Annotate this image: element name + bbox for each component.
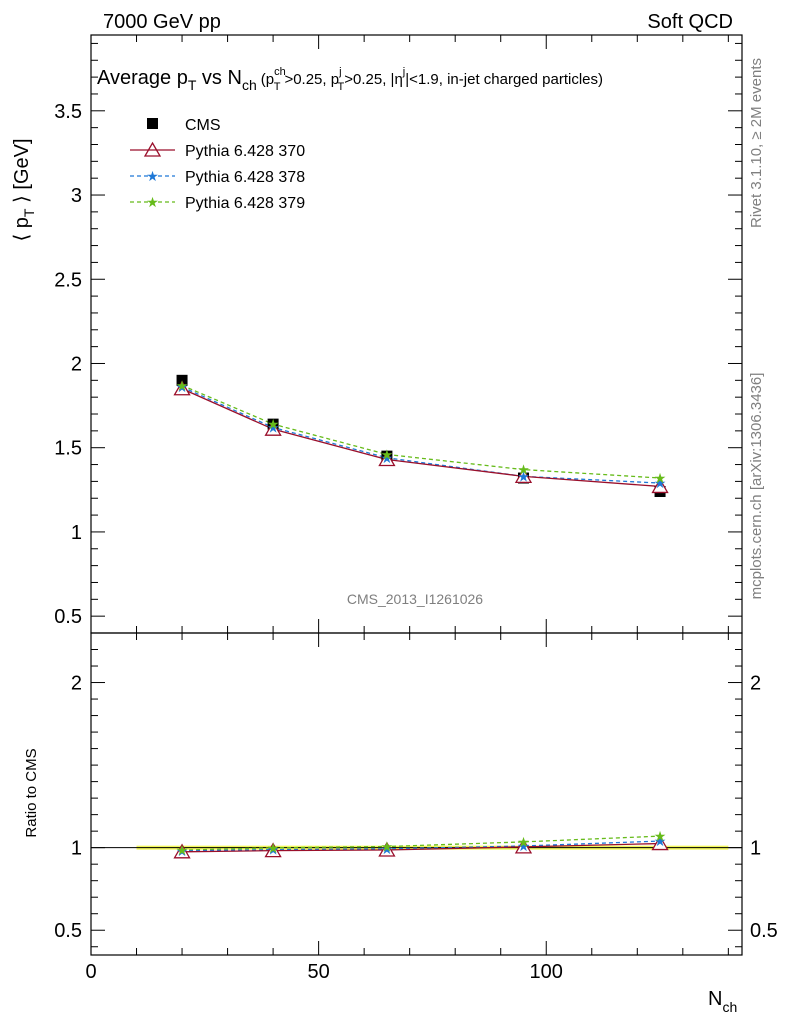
p370-point [651,478,669,494]
legend: CMS Pythia 6.428 370 ★ Pythia 6.428 378 … [130,117,305,212]
x-axis-label: Nch [708,988,737,1015]
header-left: 7000 GeV pp [103,11,221,33]
p379-point: ★ [176,377,189,393]
ratio-p379-point: ★ [176,842,189,858]
ratio-p378-point: ★ [654,833,667,849]
p379-point: ★ [654,470,667,486]
p378-point: ★ [176,379,189,395]
y-tick-label: 3.5 [54,101,82,123]
legend-marker-cms [147,118,158,129]
ratio-p378-point: ★ [176,843,189,859]
p370-point [514,468,533,483]
main-line-series-3 [181,384,661,479]
p379-point: ★ [267,416,280,432]
axis-ticks: 0 50 100 0.5 1 1.5 2 2.5 3 3.5 0.5 0.5 1 1 2 2 [54,35,778,983]
legend-marker-p378: ★ [146,168,159,184]
series-lines [181,384,661,853]
ratio-p378-point: ★ [517,838,530,854]
cms-data-point [176,374,188,386]
ratio-p379-point: ★ [654,828,667,844]
ratio-y-tick-label-right: 2 [750,673,761,695]
p378-point: ★ [381,450,394,466]
ratio-y-tick-label: 0.5 [54,920,82,942]
p379-point: ★ [381,446,394,462]
legend-label-cms: CMS [185,117,221,134]
p379-point: ★ [517,462,530,478]
ratio-y-tick-label: 1 [71,838,82,860]
p378-point: ★ [654,475,667,491]
y-tick-label: 2 [71,353,82,375]
ratio-p370-point [173,843,191,859]
legend-label-p379: Pythia 6.428 379 [185,195,305,212]
ratio-p378-point: ★ [267,842,280,858]
y-axis-label: ⟨ pT ⟩ [GeV] [11,138,37,241]
p370-point [264,420,282,436]
x-tick-label: 50 [307,961,329,983]
main-line-series-2 [181,386,661,484]
ratio-y-axis-label: Ratio to CMS [23,748,40,837]
ratio-p378-point: ★ [381,841,394,857]
analysis-watermark: CMS_2013_I1261026 [347,591,483,607]
x-tick-label: 0 [85,961,96,983]
legend-marker-p370 [143,141,162,157]
ratio-p370-point [651,835,669,851]
ratio-p379-point: ★ [517,834,530,850]
p370-point [378,451,396,467]
y-tick-label: 1 [71,522,82,544]
ratio-p379-point: ★ [381,839,394,855]
legend-label-p378: Pythia 6.428 378 [185,169,305,186]
p378-point: ★ [267,419,280,435]
legend-marker-p379: ★ [146,194,159,210]
plot-title: Average pT vs Nch (pch T >0.25, pj T>0.25, |… [97,66,603,93]
ratio-p370-point [378,841,396,857]
header-right: Soft QCD [647,11,733,33]
ratio-y-tick-label: 2 [71,673,82,695]
y-tick-label: 0.5 [54,606,82,628]
main-line-series-1 [181,388,661,488]
y-tick-label: 1.5 [54,438,82,460]
mcplots-label: mcplots.cern.ch [arXiv:1306.3436] [748,373,765,600]
p378-point: ★ [517,468,530,484]
ratio-panel-frame [90,632,743,956]
series-markers: ★★★★★★★★★★★★ ★★ ★★ ★★ ★★ [173,374,669,859]
rivet-label: Rivet 3.1.10, ≥ 2M events [748,58,765,228]
ratio-p370-point [514,838,533,854]
p370-point [173,380,191,396]
y-tick-label: 2.5 [54,269,82,291]
x-tick-label: 100 [530,961,563,983]
ratio-p379-point: ★ [267,840,280,856]
y-tick-label: 3 [71,185,82,207]
ratio-y-tick-label-right: 1 [750,838,761,860]
ratio-y-tick-label-right: 0.5 [750,920,778,942]
legend-label-p370: Pythia 6.428 370 [185,143,305,160]
ratio-p370-point [264,842,282,858]
